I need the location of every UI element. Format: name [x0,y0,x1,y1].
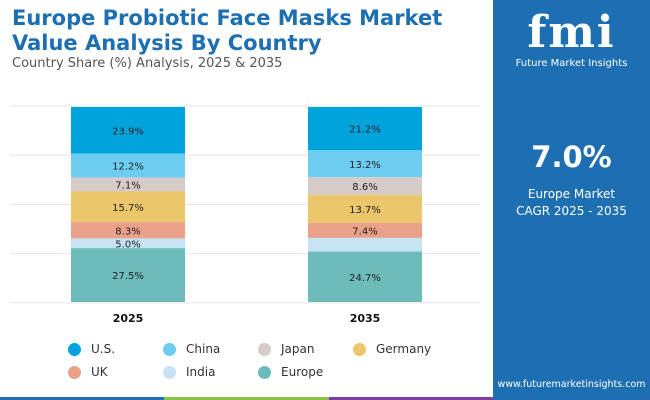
legend-item-china: China [163,342,220,356]
legend-swatch [353,342,366,356]
legend-item-germany: Germany [353,342,431,356]
data-label: 23.9% [112,126,144,137]
legend-swatch [258,342,271,356]
bar-segment-japan-2035 [308,177,422,195]
side-panel: fmi Future Market Insights 7.0% Europe M… [493,0,650,400]
data-label: 5.0% [115,239,140,250]
logo-mark: fmi [527,7,616,58]
cagr-label-period: CAGR 2025 - 2035 [516,204,627,218]
data-label: 7.1% [115,181,140,192]
legend-label: China [186,342,221,356]
data-label: 8.3% [115,226,140,237]
legend-item-us: U.S. [68,342,115,356]
legend-swatch [163,365,176,379]
brand-name: Future Market Insights [515,58,628,69]
legend-label: Germany [376,342,432,356]
legend-label: UK [91,365,108,379]
legend-item-japan: Japan [258,342,314,356]
data-label: 12.2% [112,162,144,173]
bar-segment-india-2025 [71,238,185,249]
chart-title: Europe Probiotic Face Masks Market Value… [12,6,443,55]
bar-segment-china-2025 [71,153,185,178]
cagr-label-market: Europe Market [527,187,616,201]
bar-segment-uk-2025 [71,222,185,239]
legend-swatch [258,365,271,379]
fmi-logo: fmi Future Market Insights [493,7,650,70]
data-label: 24.7% [349,273,381,284]
data-label: 7.4% [352,226,377,237]
data-label: 21.2% [349,125,381,136]
stacked-bar-chart: 23.9% 12.2% 7.1% 15.7% 8.3% 5.0% 27.5% 2025 21.2… [10,105,480,325]
bar-segment-india-2035 [308,237,422,252]
legend-label: India [186,365,216,379]
bar-segment-us-2035 [308,107,422,151]
footer-color-bar [0,397,493,400]
website-link[interactable]: www.futuremarketinsights.com [497,379,646,390]
bar-segment-europe-2035 [308,251,422,302]
legend-item-uk: UK [68,365,108,379]
legend-label: Japan [281,342,315,356]
x-tick-label: 2025 [113,312,144,325]
bar-segment-uk-2035 [308,222,422,238]
chart-subtitle: Country Share (%) Analysis, 2025 & 2035 [12,56,283,71]
data-label: 13.7% [349,205,381,216]
legend-item-europe: Europe [258,365,323,379]
bar-segment-japan-2025 [71,177,185,192]
legend-swatch [68,365,81,379]
legend-label: U.S. [91,342,116,356]
legend-swatch [68,342,81,356]
data-label: 15.7% [112,203,144,214]
legend-swatch [163,342,176,356]
bar-segment-germany-2025 [71,191,185,223]
data-label: 13.2% [349,160,381,171]
bar-segment-china-2035 [308,150,422,178]
bar-segment-germany-2035 [308,194,422,223]
bar-segment-us-2025 [71,107,185,154]
legend-label: Europe [281,365,324,379]
cagr-value: 7.0% [531,140,612,174]
x-tick-label: 2035 [350,312,381,325]
bar-segment-europe-2025 [71,248,185,302]
data-label: 27.5% [112,271,144,282]
data-label: 8.6% [352,182,377,193]
legend-item-india: India [163,365,215,379]
